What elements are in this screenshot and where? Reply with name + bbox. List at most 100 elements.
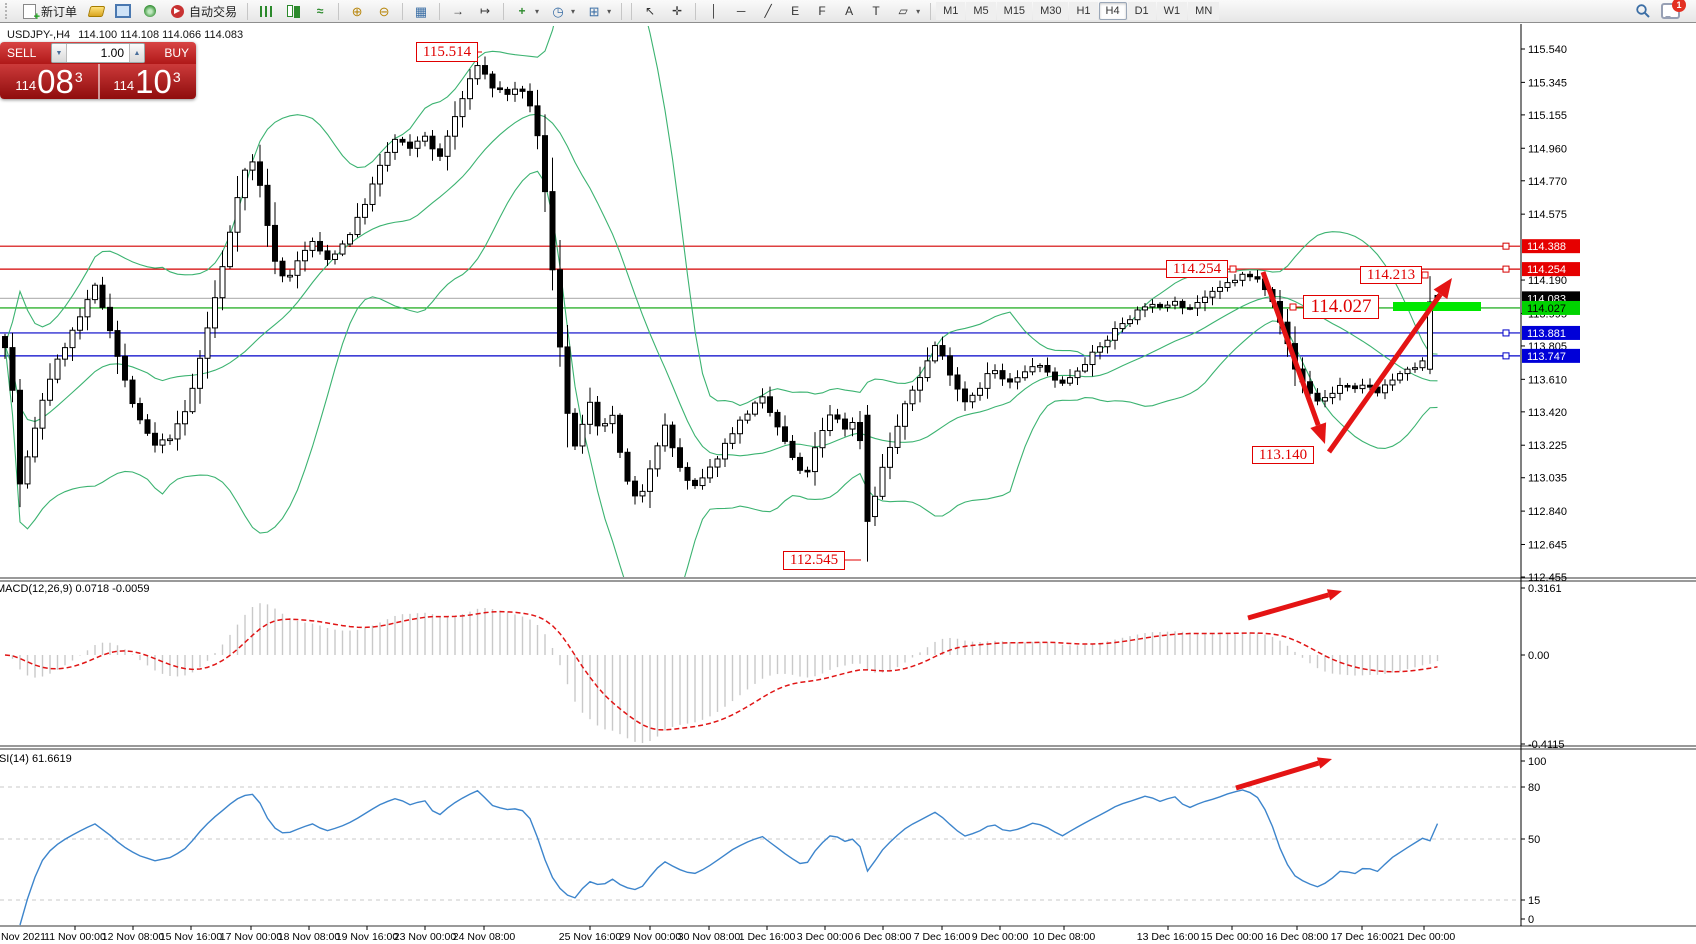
timeframe-d1-button[interactable]: D1	[1127, 2, 1156, 20]
monitor-icon	[115, 4, 132, 19]
svg-text:114.388: 114.388	[1527, 241, 1566, 253]
svg-text:115.155: 115.155	[1528, 110, 1567, 122]
volume-decrease-button[interactable]: ▼	[52, 44, 67, 62]
sell-price-point: 3	[74, 69, 83, 85]
svg-text:21 Dec 00:00: 21 Dec 00:00	[1393, 931, 1456, 943]
text-label-button-icon: T	[872, 4, 880, 18]
timeframe-mn-button[interactable]: MN	[1188, 2, 1220, 20]
doc-icon	[21, 3, 37, 19]
timeframe-h4-button[interactable]: H4	[1098, 2, 1127, 20]
buy-price-button[interactable]: 114 10 3	[98, 64, 196, 99]
buy-button[interactable]: BUY	[164, 46, 189, 60]
candlestick-chart-button[interactable]	[280, 2, 306, 21]
signals-button[interactable]	[137, 2, 163, 21]
svg-text:18 Nov 08:00: 18 Nov 08:00	[278, 931, 341, 943]
price-annotation-label[interactable]: 114.213	[1360, 266, 1422, 284]
svg-text:0: 0	[1528, 914, 1534, 926]
auto-trading-button[interactable]: ▶ 自动交易	[164, 2, 242, 21]
timeframe-m1-button[interactable]: M1	[936, 2, 966, 20]
timeframe-m30-button[interactable]: M30	[1033, 2, 1069, 20]
fibonacci-button[interactable]: F	[809, 2, 835, 21]
ohlc-values: 114.100 114.108 114.066 114.083	[78, 29, 244, 41]
templates-button[interactable]: ⊞ ▾	[581, 2, 616, 21]
panel-frame	[0, 24, 1696, 927]
annotation-connectors	[478, 51, 1429, 561]
svg-text:23 Nov 00:00: 23 Nov 00:00	[394, 931, 457, 943]
candles-layer	[2, 53, 1441, 562]
periods-button[interactable]: ◷ ▾	[545, 2, 580, 21]
rsi-indicator-label: RSI(14) 61.6619	[0, 753, 72, 765]
buy-price-pips: 10	[135, 62, 172, 99]
indicators-button[interactable]: + ▾	[509, 2, 544, 21]
svg-text:3 Dec 00:00: 3 Dec 00:00	[797, 931, 854, 943]
shapes-button[interactable]: ▱ ▾	[890, 2, 925, 21]
chart-shift-button[interactable]: ↦	[472, 2, 498, 21]
vertical-line-button[interactable]: │	[701, 2, 727, 21]
line-chart-button[interactable]: ≈	[307, 2, 333, 21]
new-order-button[interactable]: 新订单	[16, 2, 82, 21]
svg-text:15 Nov 16:00: 15 Nov 16:00	[160, 931, 223, 943]
buy-price-point: 3	[172, 69, 181, 85]
text-label-button[interactable]: T	[863, 2, 889, 21]
price-annotation-label[interactable]: 115.514	[416, 42, 478, 62]
svg-text:114.575: 114.575	[1528, 209, 1567, 221]
sell-button[interactable]: SELL	[7, 46, 37, 60]
autotrade-icon: ▶	[169, 4, 185, 19]
price-annotation-label[interactable]: 114.027	[1303, 295, 1379, 319]
svg-text:13 Dec 16:00: 13 Dec 16:00	[1137, 931, 1200, 943]
timeframe-w1-button[interactable]: W1	[1156, 2, 1188, 20]
horizontal-line-button[interactable]: ─	[728, 2, 754, 21]
green-highlight-bar	[1393, 302, 1481, 311]
trend-arrows	[1235, 271, 1452, 791]
svg-text:113.035: 113.035	[1528, 473, 1567, 485]
chart-title: USDJPY-,H4 114.100 114.108 114.066 114.08…	[7, 29, 251, 41]
auto-scroll-button[interactable]: →	[445, 2, 471, 21]
svg-text:24 Nov 08:00: 24 Nov 08:00	[453, 931, 516, 943]
horizontal-line-button-icon: ─	[736, 4, 746, 18]
fibonacci-button-icon: F	[818, 4, 826, 18]
svg-text:113.225: 113.225	[1528, 440, 1567, 452]
chart-shift-icon: ↦	[480, 4, 491, 18]
indicator-axes: 0.3161 0.00 -0.4115 100 80 50 15 0	[1521, 583, 1565, 926]
symbol-period-label: USDJPY-,H4	[7, 29, 71, 41]
price-annotation-label[interactable]: 112.545	[783, 551, 845, 570]
svg-text:114.027: 114.027	[1527, 303, 1566, 315]
timeframe-m15-button[interactable]: M15	[996, 2, 1033, 20]
price-axis: 115.540 115.345 115.155 114.960 114.770 114.5…	[1521, 44, 1580, 584]
search-icon[interactable]	[1635, 3, 1651, 19]
svg-text:17 Nov 00:00: 17 Nov 00:00	[220, 931, 283, 943]
volume-increase-button[interactable]: ▲	[129, 44, 144, 62]
auto-scroll-icon: →	[452, 4, 465, 18]
svg-text:100: 100	[1528, 756, 1546, 768]
tile-windows-button[interactable]: ▦	[408, 2, 434, 21]
macd-panel	[4, 603, 1439, 744]
equidistant-channel-button[interactable]: E	[782, 2, 808, 21]
terminal-button[interactable]	[110, 2, 136, 21]
bar-chart-button[interactable]	[253, 2, 279, 21]
cursor-button-icon: ↖	[645, 4, 656, 18]
timeframe-m5-button[interactable]: M5	[966, 2, 996, 20]
main-plot	[2, 26, 1441, 577]
timeframe-h1-button[interactable]: H1	[1069, 2, 1098, 20]
svg-text:112.840: 112.840	[1528, 506, 1567, 518]
price-annotation-label[interactable]: 113.140	[1252, 446, 1314, 464]
zoom-in-button[interactable]: ⊕	[344, 2, 370, 21]
shapes-button-icon: ▱	[898, 4, 908, 18]
svg-text:15: 15	[1528, 895, 1540, 907]
svg-text:113.747: 113.747	[1527, 351, 1566, 363]
sell-price-figure: 114	[15, 78, 37, 93]
price-annotation-label[interactable]: 114.254	[1166, 260, 1228, 278]
sell-price-button[interactable]: 114 08 3	[0, 64, 98, 99]
trendline-button[interactable]: ╱	[755, 2, 781, 21]
chat-icon[interactable]: 1	[1661, 0, 1686, 19]
zoom-out-button[interactable]: ⊖	[371, 2, 397, 21]
cursor-button[interactable]: ↖	[637, 2, 663, 21]
svg-text:114.960: 114.960	[1528, 143, 1567, 155]
svg-text:17 Dec 16:00: 17 Dec 16:00	[1331, 931, 1394, 943]
svg-text:114.770: 114.770	[1528, 176, 1567, 188]
text-button[interactable]: A	[836, 2, 862, 21]
crosshair-button[interactable]: ✛	[664, 2, 690, 21]
volume-input[interactable]: 1.00	[100, 46, 124, 60]
